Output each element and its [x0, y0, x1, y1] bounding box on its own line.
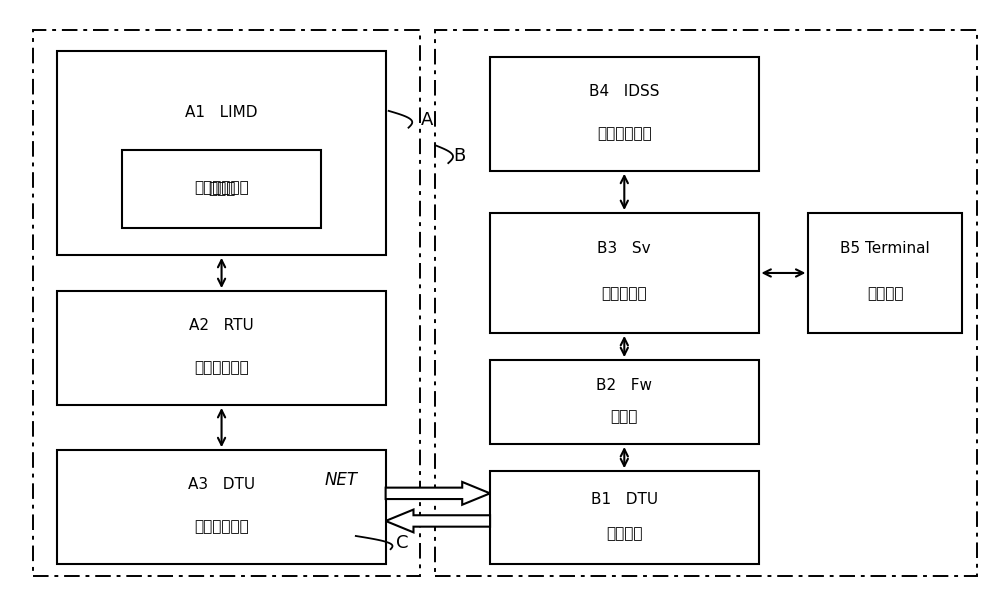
Text: 防火墙: 防火墙: [611, 409, 638, 424]
Text: B4   IDSS: B4 IDSS: [589, 84, 660, 99]
Bar: [490, 213, 759, 333]
Text: 皮带称: 皮带称: [208, 181, 235, 196]
Text: A1   LIMD: A1 LIMD: [185, 105, 258, 119]
Text: 现场监测单元: 现场监测单元: [194, 180, 249, 195]
Bar: [57, 450, 386, 564]
Text: NET: NET: [324, 471, 357, 489]
Text: C: C: [396, 534, 408, 552]
Text: B1   DTU: B1 DTU: [591, 491, 658, 507]
Text: 收发单元: 收发单元: [606, 526, 643, 541]
Polygon shape: [386, 510, 490, 532]
Bar: [57, 291, 386, 405]
Bar: [122, 150, 321, 228]
Bar: [490, 471, 759, 564]
Text: A3   DTU: A3 DTU: [188, 477, 255, 492]
Text: B5 Terminal: B5 Terminal: [840, 241, 930, 256]
Text: 数据传输单元: 数据传输单元: [194, 519, 249, 534]
Text: 操作终端: 操作终端: [867, 286, 904, 301]
Bar: [33, 30, 420, 576]
Text: B: B: [453, 147, 466, 165]
Text: B2   Fw: B2 Fw: [596, 378, 652, 393]
Text: 管理服务器: 管理服务器: [601, 286, 647, 301]
Text: 现场控制单元: 现场控制单元: [194, 360, 249, 375]
Text: B3   Sv: B3 Sv: [597, 241, 651, 256]
Bar: [435, 30, 977, 576]
Bar: [490, 57, 759, 171]
Text: A: A: [420, 111, 433, 129]
Text: A2   RTU: A2 RTU: [189, 318, 254, 333]
Text: 智能决策系统: 智能决策系统: [597, 126, 652, 141]
Bar: [57, 51, 386, 255]
Polygon shape: [386, 482, 490, 505]
Bar: [490, 360, 759, 444]
Bar: [808, 213, 962, 333]
